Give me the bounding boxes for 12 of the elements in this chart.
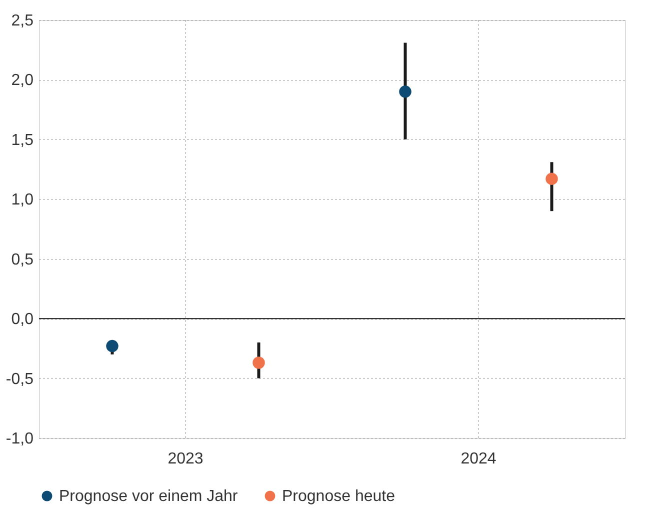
y-tick-label: 1,5 xyxy=(11,132,34,149)
y-tick-label: 2,0 xyxy=(11,72,34,90)
y-tick-label: 2,5 xyxy=(11,12,34,30)
y-tick-label: -0,5 xyxy=(6,370,34,388)
y-tick-label: -1,0 xyxy=(6,430,34,448)
x-tick-label: 2024 xyxy=(460,450,496,468)
y-tick-label: 1,0 xyxy=(11,192,34,209)
legend-label: Prognose vor einem Jahr xyxy=(59,488,238,505)
y-tick-label: 0,0 xyxy=(11,311,34,328)
x-tick-label: 2023 xyxy=(168,450,204,468)
y-tick-label: 0,5 xyxy=(11,251,34,268)
legend-label: Prognose heute xyxy=(282,488,396,505)
